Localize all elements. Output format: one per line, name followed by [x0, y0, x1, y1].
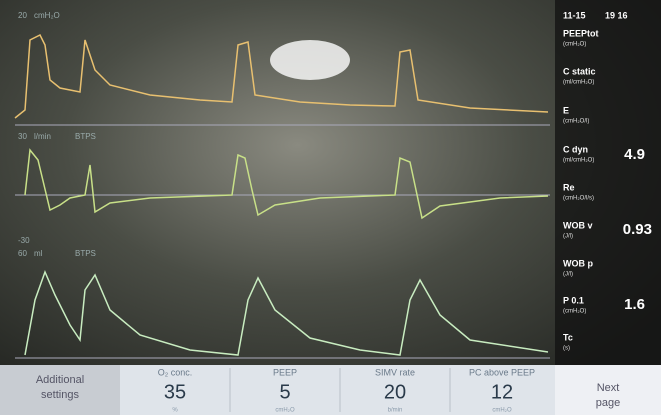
param-label: WOB p — [563, 258, 593, 268]
param-unit: (ml/cmH₂O) — [563, 80, 594, 86]
unit: cmH₂O — [34, 11, 60, 20]
note: BTPS — [75, 132, 96, 141]
param-unit: (J/l) — [563, 234, 573, 240]
param-unit: (cmH₂O) — [563, 42, 586, 48]
param-unit: (cmH₂O/l/s) — [563, 196, 594, 202]
param-unit: (J/l) — [563, 272, 573, 278]
param-value: 4.9 — [624, 146, 645, 163]
setting-label[interactable]: PEEP — [273, 367, 297, 377]
setting-unit[interactable]: % — [172, 408, 178, 414]
param-unit: (cmH₂O) — [563, 309, 586, 315]
param-unit: (cmH₂O/l) — [563, 119, 589, 125]
param-label: PEEPtot — [563, 28, 599, 38]
scale: 30 — [18, 132, 27, 141]
param-value: 1.6 — [624, 296, 645, 313]
scale: 20 — [18, 11, 27, 20]
param-label: P 0.1 — [563, 295, 584, 305]
glare — [270, 40, 350, 80]
param-value: 0.93 — [623, 221, 652, 238]
setting-value[interactable]: 20 — [384, 381, 406, 403]
param-label: Re — [563, 182, 575, 192]
setting-value[interactable]: 12 — [491, 381, 513, 403]
setting-label[interactable]: SIMV rate — [375, 367, 415, 377]
unit: l/min — [34, 132, 51, 141]
time: 19 16 — [605, 10, 628, 20]
param-unit: (s) — [563, 346, 570, 352]
setting-value[interactable]: 35 — [164, 381, 186, 403]
note: BTPS — [75, 249, 96, 258]
lower-scale: -30 — [18, 236, 30, 245]
setting-label[interactable]: PC above PEEP — [469, 367, 535, 377]
setting-unit[interactable]: cmH₂O — [275, 408, 295, 414]
date: 11-15 — [563, 10, 586, 20]
param-label: Tc — [563, 332, 573, 342]
setting-value[interactable]: 5 — [279, 381, 290, 403]
setting-label[interactable]: O₂ conc. — [158, 367, 193, 377]
setting-unit[interactable]: cmH₂O — [492, 408, 512, 414]
param-label: C static — [563, 66, 596, 76]
param-label: C dyn — [563, 144, 588, 154]
scale: 60 — [18, 249, 27, 258]
param-unit: (ml/cmH₂O) — [563, 158, 594, 164]
unit: ml — [34, 249, 43, 258]
param-label: E — [563, 105, 569, 115]
param-label: WOB v — [563, 220, 593, 230]
ventilator-screen: 11-15 19 16 20 cmH₂O 30 l/min BTPS -30 6… — [0, 0, 661, 415]
setting-unit[interactable]: b/min — [388, 408, 403, 414]
